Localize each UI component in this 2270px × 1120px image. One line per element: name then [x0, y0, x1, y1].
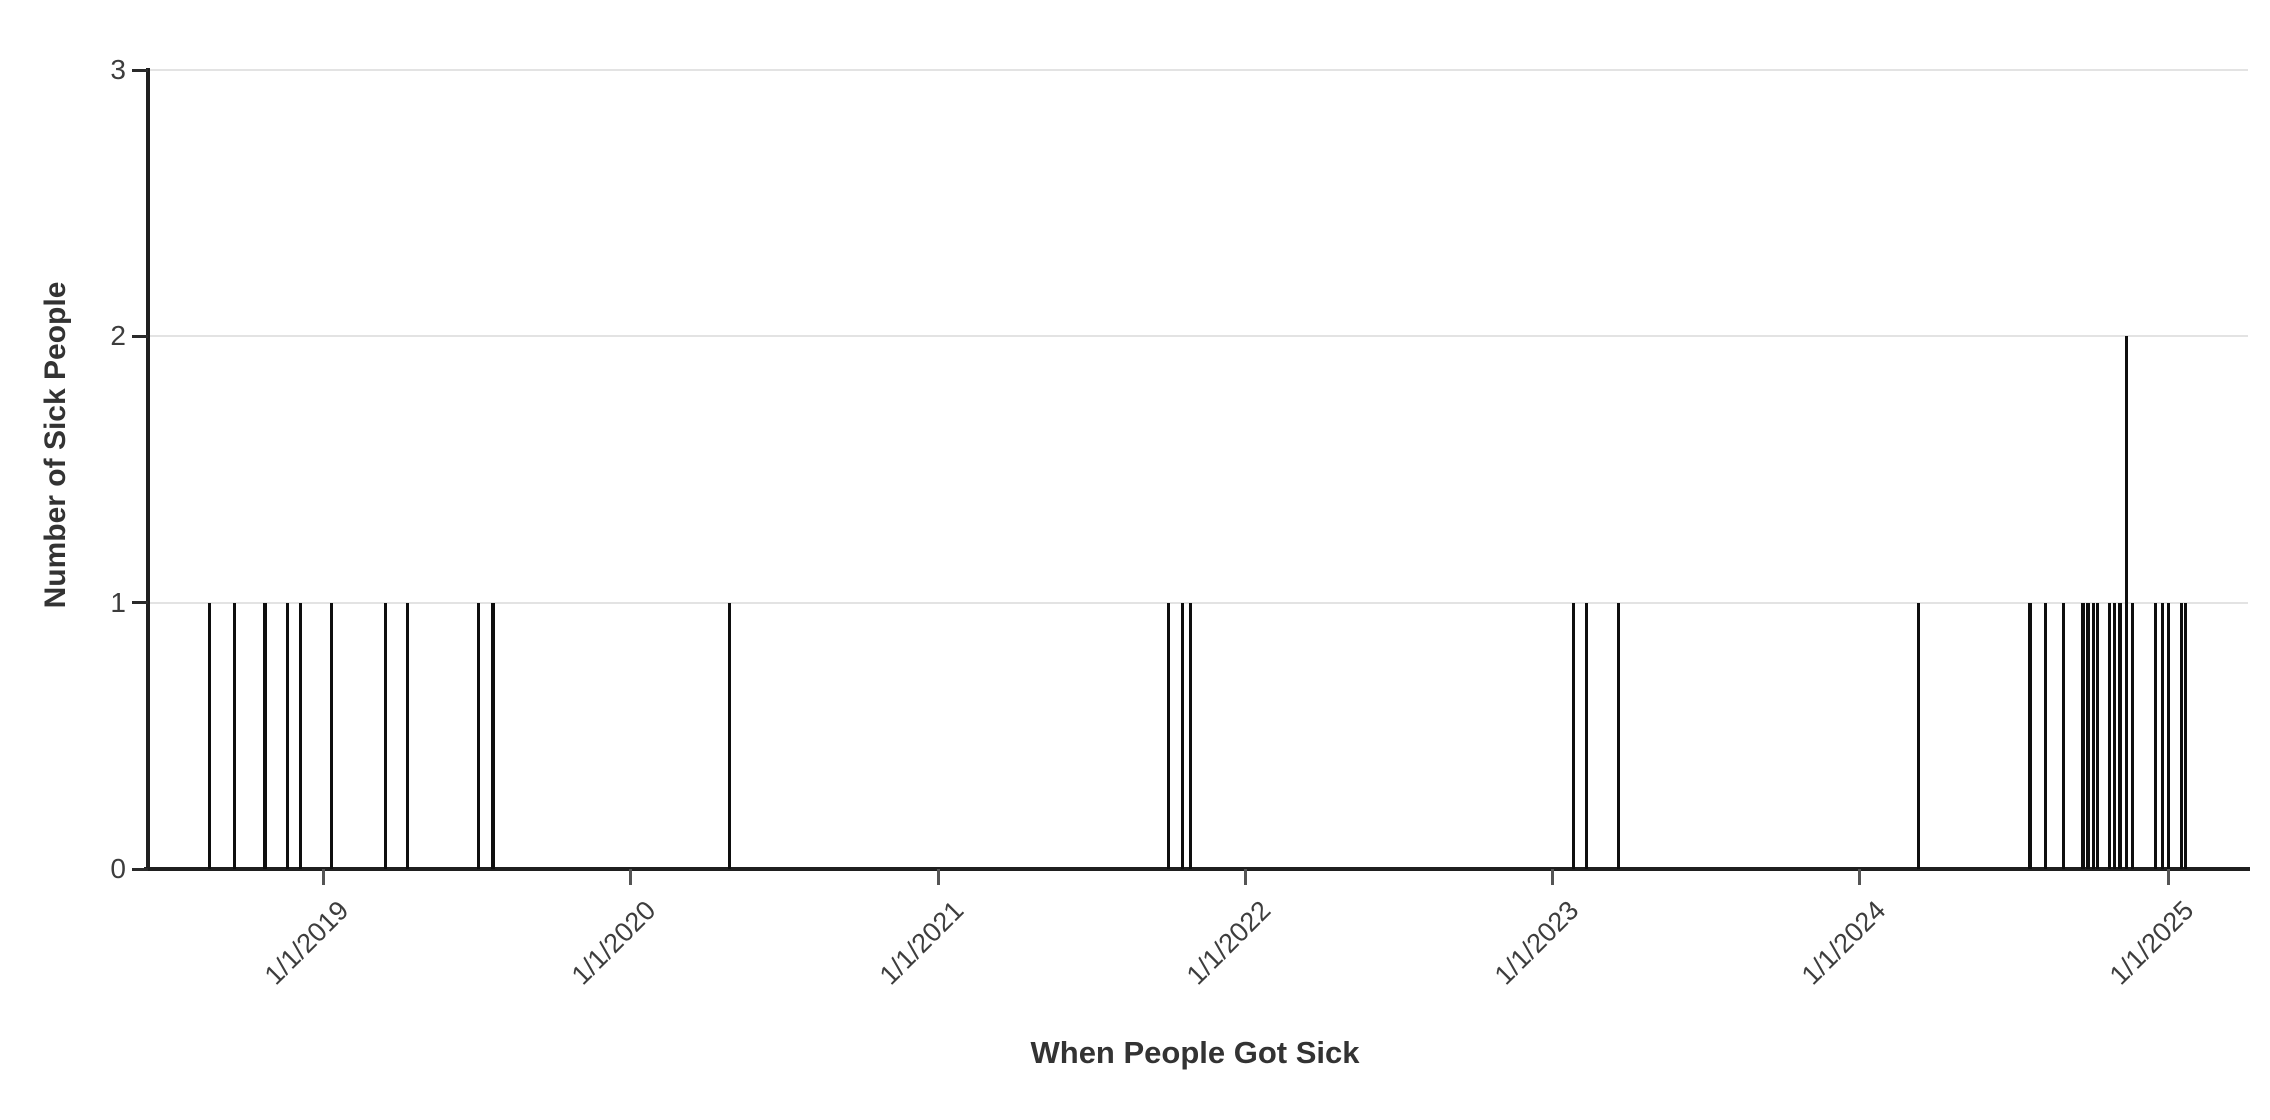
- x-tick-label: 1/1/2021: [874, 895, 970, 991]
- case-bar: [2028, 602, 2032, 869]
- y-tick-mark: [132, 867, 148, 871]
- case-bar: [1616, 602, 1620, 869]
- case-bar: [2091, 602, 2095, 869]
- x-tick-mark: [1551, 869, 1555, 885]
- y-tick-label: 0: [110, 853, 126, 884]
- case-bar: [1166, 602, 1170, 869]
- case-bar: [2118, 602, 2122, 869]
- case-bar: [2107, 602, 2111, 869]
- x-tick-label: 1/1/2022: [1181, 895, 1277, 991]
- y-axis-title: Number of Sick People: [39, 281, 72, 609]
- case-bar: [1572, 602, 1576, 869]
- x-tick-mark: [2166, 869, 2170, 885]
- case-bar: [2131, 602, 2135, 869]
- case-bar: [2153, 602, 2157, 869]
- case-bar: [1584, 602, 1589, 869]
- case-bar: [383, 602, 387, 869]
- y-tick-label: 3: [110, 54, 126, 85]
- case-bar: [2086, 602, 2090, 869]
- case-bar: [2160, 602, 2164, 869]
- y-tick-label: 2: [110, 320, 126, 352]
- x-tick-label: 1/1/2019: [258, 895, 355, 991]
- x-tick-mark: [1244, 869, 1248, 885]
- case-bar: [2081, 602, 2085, 869]
- y-axis-line: [146, 68, 150, 871]
- y-tick-mark: [132, 334, 148, 338]
- case-bar: [329, 602, 334, 869]
- case-bar: [491, 602, 495, 869]
- case-bar: [286, 602, 290, 869]
- case-bar: [2125, 336, 2129, 869]
- x-tick-label: 1/1/2020: [565, 895, 662, 991]
- case-bar: [207, 602, 212, 869]
- case-bar: [2062, 602, 2066, 869]
- case-bar: [2043, 602, 2047, 869]
- case-bar: [477, 602, 481, 869]
- case-bar: [405, 602, 409, 869]
- x-tick-mark: [628, 869, 632, 885]
- case-bar: [2095, 602, 2099, 869]
- y-gridline: [148, 335, 2248, 338]
- y-tick-mark: [132, 68, 148, 72]
- case-bar: [2179, 602, 2184, 869]
- case-bar: [1189, 602, 1193, 869]
- case-bar: [263, 602, 267, 869]
- x-tick-mark: [936, 869, 940, 885]
- x-tick-label: 1/1/2024: [1795, 895, 1892, 991]
- x-axis-title: When People Got Sick: [1030, 1035, 1360, 1070]
- y-tick-label: 1: [110, 586, 126, 618]
- x-tick-label: 1/1/2025: [2103, 895, 2200, 991]
- case-bar: [1917, 602, 1921, 869]
- case-bar: [233, 602, 237, 869]
- y-gridline: [148, 69, 2248, 71]
- case-bar: [298, 602, 302, 869]
- y-tick-mark: [132, 601, 148, 605]
- x-tick-label: 1/1/2023: [1488, 895, 1584, 991]
- x-tick-mark: [1858, 869, 1862, 885]
- y-gridline: [148, 601, 2248, 604]
- case-bar: [728, 602, 732, 869]
- case-bar: [2167, 602, 2171, 869]
- x-tick-mark: [321, 869, 325, 885]
- x-axis-line: [144, 867, 2250, 871]
- case-bar: [1180, 602, 1185, 869]
- case-bar: [2184, 602, 2188, 869]
- case-bar: [2112, 602, 2116, 869]
